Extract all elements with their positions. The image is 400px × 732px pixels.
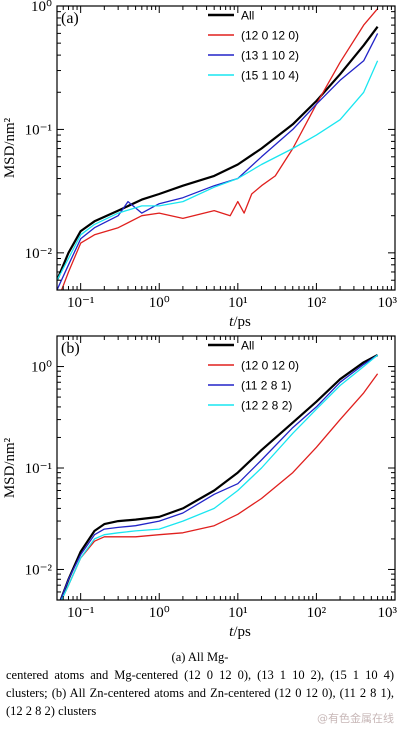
- x-tick-label: 10⁰: [149, 295, 170, 311]
- x-tick-label: 10⁻¹: [67, 605, 94, 621]
- x-tick-label: 10⁻¹: [67, 295, 94, 311]
- chart-panel-1: 10⁻¹ 10⁰ 10¹ 10² 10³ 10⁻² 10⁻¹ 10⁰ t/ps MSD/nm² (b…: [2, 335, 398, 640]
- x-tick-label: 10⁰: [149, 605, 170, 621]
- x-tick-label: 10¹: [228, 605, 248, 621]
- y-axis-label: MSD/nm²: [2, 437, 18, 498]
- series-line-0: [59, 354, 379, 600]
- legend-label-3: (15 1 10 4): [241, 69, 299, 83]
- series-line-1: [60, 8, 379, 290]
- series-line-2: [60, 354, 378, 600]
- y-tick-label: 10⁰: [31, 360, 52, 376]
- legend-label-1: (12 0 12 0): [241, 359, 299, 373]
- panel-label: (a): [61, 10, 79, 27]
- y-axis-label: MSD/nm²: [2, 117, 18, 178]
- legend-label-0: All: [241, 9, 254, 23]
- x-tick-label: 10²: [307, 295, 327, 311]
- series-group: [57, 8, 379, 290]
- x-tick-label: 10²: [307, 605, 327, 621]
- x-tick-label: 10¹: [228, 295, 248, 311]
- x-tick-label: 10³: [378, 605, 398, 621]
- plot-frame: [56, 5, 396, 291]
- series-line-2: [57, 33, 379, 290]
- legend-label-0: All: [241, 339, 254, 353]
- y-tick-label: 10⁻¹: [25, 122, 52, 138]
- panel-label: (b): [61, 340, 80, 357]
- watermark: @有色金属在线: [317, 712, 394, 725]
- caption-line-1: (a) All Mg-: [171, 650, 229, 664]
- caption-body: centered atoms and Mg-centered (12 0 12 …: [6, 668, 394, 718]
- series-line-1: [60, 373, 379, 600]
- y-tick-label: 10⁰: [31, 0, 52, 15]
- legend-label-3: (12 2 8 2): [241, 399, 292, 413]
- y-tick-label: 10⁻¹: [25, 461, 52, 477]
- legend-label-1: (12 0 12 0): [241, 29, 299, 43]
- x-axis-label: t/ps: [229, 624, 251, 640]
- y-tick-label: 10⁻²: [25, 562, 53, 578]
- legend-label-2: (13 1 10 2): [241, 49, 299, 63]
- x-tick-label: 10³: [378, 295, 398, 311]
- series-line-0: [57, 26, 379, 281]
- series-line-3: [57, 60, 379, 281]
- legend-label-2: (11 2 8 1): [241, 379, 291, 393]
- y-tick-label: 10⁻²: [25, 246, 53, 262]
- x-axis-label: t/ps: [229, 314, 251, 330]
- chart-panel-0: 10⁻¹ 10⁰ 10¹ 10² 10³ 10⁻² 10⁻¹ 10⁰ t/ps MSD/nm² (a…: [2, 0, 398, 330]
- series-line-3: [60, 354, 379, 600]
- series-group: [59, 354, 379, 600]
